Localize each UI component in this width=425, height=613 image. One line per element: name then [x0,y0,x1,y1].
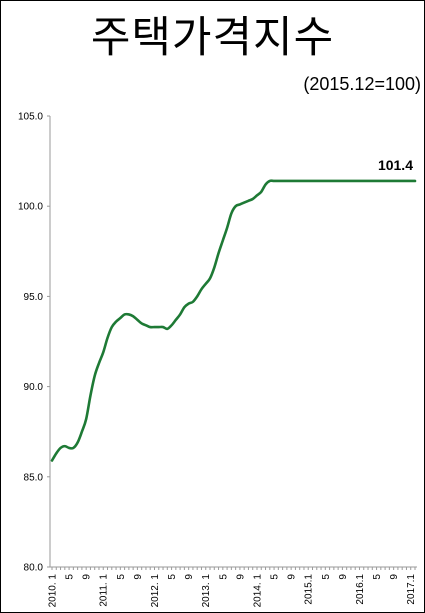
x-tick-label: 2011. 1 [99,574,110,607]
x-tick-label: 9 [389,574,400,580]
annotations: 101.4 [378,157,413,173]
x-tick-label: 5 [65,574,76,580]
x-tick-label: 2016.1 [355,574,366,605]
x-tick-label: 9 [338,574,349,580]
x-tick-label: 5 [372,574,383,580]
data-label-last-value: 101.4 [378,157,413,173]
y-tick-label: 100.0 [18,202,43,213]
x-tick-label: 5 [116,574,127,580]
x-tick-label: 2015.1 [304,574,315,605]
x-tick-label: 9 [133,574,144,580]
x-tick-label: 5 [270,574,281,580]
x-tick-label: 2010. 1 [48,574,59,608]
y-tick-label: 80.0 [24,563,44,574]
y-tick-label: 90.0 [24,382,44,393]
x-tick-label: 2017.1 [406,574,417,605]
chart-subtitle: (2015.12=100) [303,74,421,94]
y-tick-label: 85.0 [24,472,44,483]
x-axis-ticks: 2010. 1 5 9 2011. 1 5 9 2012. 1 5 9 2013. 1 5 9 2014… [48,567,417,608]
series-group [50,179,417,462]
y-tick-label: 105.0 [18,112,43,123]
x-tick-label: 5 [167,574,178,580]
series-line [50,179,417,462]
y-tick-label: 95.0 [24,292,44,303]
x-tick-label: 5 [321,574,332,580]
y-axis-ticks: 80.0 85.0 90.0 95.0 100.0 105.0 [18,112,50,574]
x-tick-label: 9 [82,574,93,580]
x-tick-label: 5 [218,574,229,580]
x-tick-label: 9 [235,574,246,580]
x-tick-label: 9 [287,574,298,580]
x-tick-label: 9 [184,574,195,580]
x-tick-label: 2012. 1 [150,574,161,608]
x-tick-label: 2013. 1 [201,574,212,608]
chart-title: 주택가격지수 [90,13,335,63]
x-tick-label: 2014. 1 [252,574,263,608]
chart-axes [49,116,417,568]
